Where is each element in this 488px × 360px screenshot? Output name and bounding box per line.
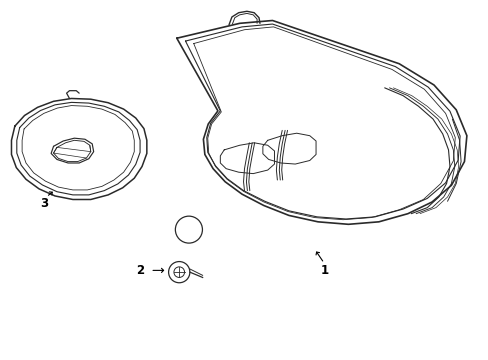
Text: 2: 2 bbox=[136, 264, 144, 277]
Text: 3: 3 bbox=[40, 197, 48, 210]
Text: 1: 1 bbox=[320, 264, 327, 277]
